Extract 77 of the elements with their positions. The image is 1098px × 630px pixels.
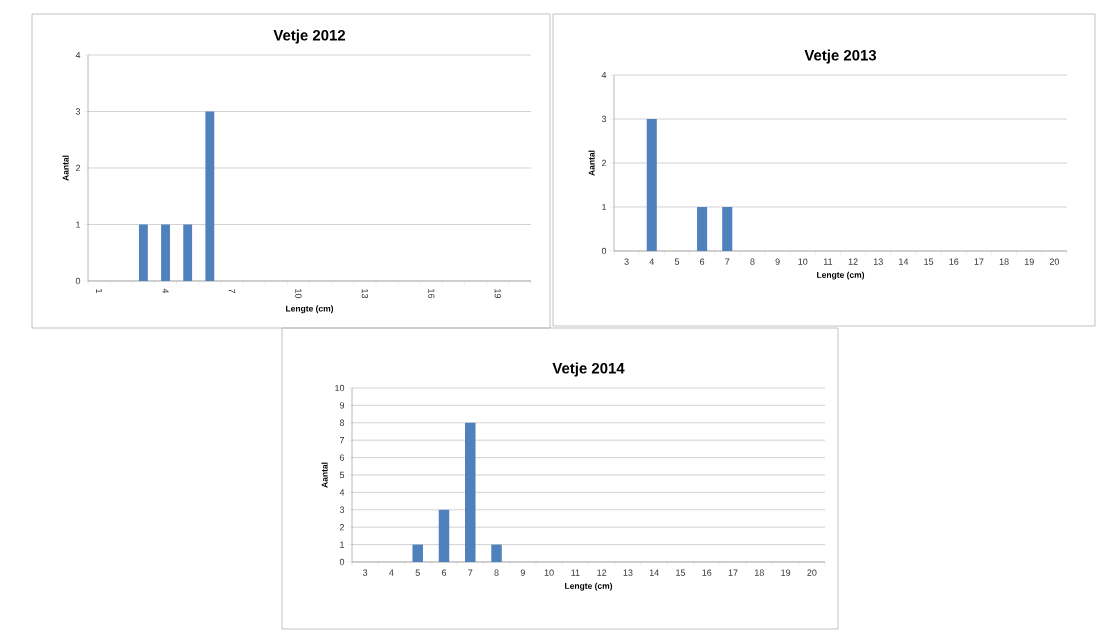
x-tick-label: 7 xyxy=(228,288,236,294)
x-tick-label: 10 xyxy=(544,569,554,576)
x-tick-label: 5 xyxy=(415,569,420,576)
x-tick-label: 17 xyxy=(728,569,738,576)
x-tick-label: 13 xyxy=(623,569,633,576)
x-tick-label: 3 xyxy=(363,569,368,576)
y-tick-label: 1 xyxy=(76,221,81,228)
x-tick-label: 16 xyxy=(949,258,959,265)
y-tick-label: 1 xyxy=(602,203,607,211)
x-tick-label: 11 xyxy=(823,258,833,265)
x-tick-label: 7 xyxy=(468,569,473,576)
x-tick-label: 11 xyxy=(571,569,580,576)
y-axis-title: Aantal xyxy=(321,462,328,488)
x-tick-label: 3 xyxy=(624,258,629,265)
x-tick-label: 20 xyxy=(807,569,817,576)
y-tick-label: 6 xyxy=(339,454,345,461)
x-axis-title: Lengte (cm) xyxy=(817,271,865,280)
x-tick-label: 4 xyxy=(162,288,169,294)
bar xyxy=(412,544,423,562)
x-tick-label: 7 xyxy=(725,258,730,265)
y-tick-label: 9 xyxy=(339,402,345,409)
y-tick-label: 4 xyxy=(75,51,81,59)
x-tick-label: 10 xyxy=(798,258,808,265)
x-tick-label: 18 xyxy=(755,569,764,576)
bar xyxy=(438,509,450,562)
x-tick-label: 6 xyxy=(700,258,705,265)
y-tick-label: 2 xyxy=(75,164,81,172)
x-tick-label: 20 xyxy=(1049,258,1060,265)
y-tick-label: 4 xyxy=(601,71,607,79)
y-axis-title: Aantal xyxy=(588,150,595,176)
x-tick-label: 8 xyxy=(494,569,499,576)
x-tick-label: 9 xyxy=(520,569,525,576)
y-tick-label: 5 xyxy=(339,471,345,479)
x-tick-label: 6 xyxy=(441,569,447,576)
y-tick-label: 7 xyxy=(339,437,345,444)
chart-title: Vetje 2014 xyxy=(552,362,625,377)
chart-title: Vetje 2012 xyxy=(273,29,346,44)
x-tick-label: 1 xyxy=(96,289,103,294)
x-tick-label: 4 xyxy=(649,258,654,265)
x-tick-label: 8 xyxy=(750,258,755,265)
y-tick-label: 0 xyxy=(601,247,607,255)
x-axis-title: Lengte (cm) xyxy=(565,582,613,591)
y-tick-label: 3 xyxy=(339,506,345,513)
x-tick-label: 17 xyxy=(974,258,984,265)
x-tick-label: 13 xyxy=(361,289,369,299)
y-tick-label: 0 xyxy=(339,558,345,566)
y-tick-label: 8 xyxy=(339,419,345,426)
x-tick-label: 10 xyxy=(295,289,302,299)
x-tick-label: 19 xyxy=(781,569,791,576)
bar xyxy=(491,544,502,562)
x-tick-label: 18 xyxy=(999,258,1009,265)
x-tick-label: 15 xyxy=(676,569,686,576)
x-tick-label: 9 xyxy=(775,258,780,265)
x-tick-label: 19 xyxy=(1024,258,1034,265)
bar xyxy=(465,422,476,562)
y-tick-label: 3 xyxy=(601,115,607,123)
x-axis-title: Lengte (cm) xyxy=(286,305,334,314)
x-tick-label: 14 xyxy=(899,258,909,265)
x-tick-label: 14 xyxy=(649,569,659,576)
x-tick-label: 5 xyxy=(674,258,680,265)
y-tick-label: 4 xyxy=(339,489,345,496)
x-tick-label: 19 xyxy=(494,289,501,299)
y-tick-label: 10 xyxy=(335,384,345,392)
x-tick-label: 16 xyxy=(702,569,712,576)
chart-title: Vetje 2013 xyxy=(804,49,877,64)
x-tick-label: 12 xyxy=(597,569,607,576)
y-tick-label: 0 xyxy=(75,277,81,285)
y-tick-label: 1 xyxy=(340,541,345,548)
y-tick-label: 2 xyxy=(339,524,345,531)
y-axis-title: Aantal xyxy=(62,155,69,181)
y-tick-label: 2 xyxy=(601,159,607,167)
x-tick-label: 12 xyxy=(848,258,858,265)
x-tick-label: 15 xyxy=(924,258,934,265)
x-tick-label: 4 xyxy=(389,569,394,576)
y-tick-label: 3 xyxy=(75,108,81,115)
x-tick-label: 16 xyxy=(428,289,435,299)
x-tick-label: 13 xyxy=(873,258,883,265)
